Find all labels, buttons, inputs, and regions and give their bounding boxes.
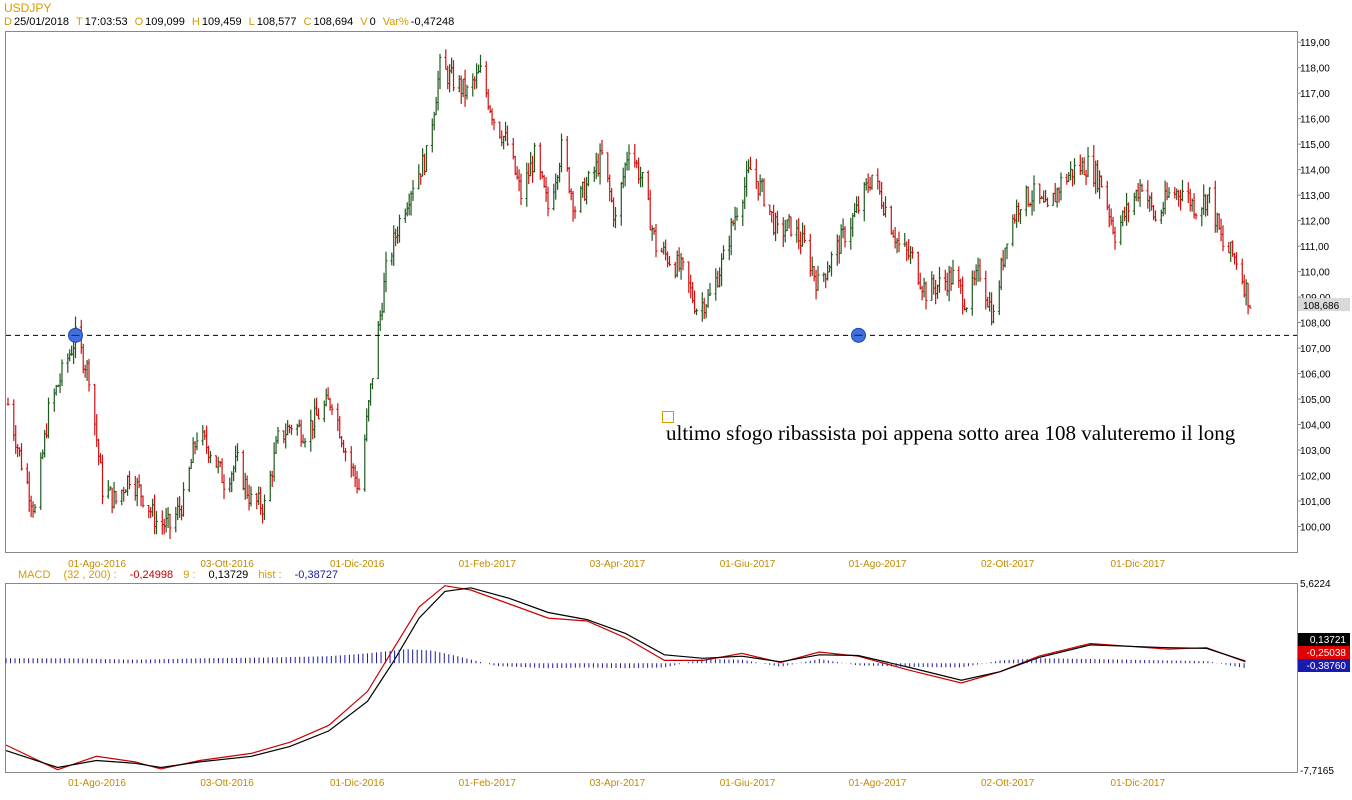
x-tick-label: 01-Dic-2017: [1111, 778, 1166, 789]
y-tick-label: 104,00: [1300, 421, 1331, 432]
ohlc-key: D: [4, 16, 12, 28]
ohlc-value: 108,694: [313, 16, 354, 28]
macd-tag: 0,13721: [1310, 635, 1347, 646]
macd-line: [5, 587, 1246, 769]
price-panel: [5, 31, 1298, 553]
ohlc-key: L: [248, 16, 255, 28]
axis-ticks: 01-Ago-2016 01-Ago-2016 03-Ott-2016 03-Ott-…: [68, 38, 1334, 789]
y-tick-label: 103,00: [1300, 446, 1331, 457]
x-tick-label: 01-Giu-2017: [720, 778, 776, 789]
y-tick-label: 115,00: [1300, 140, 1330, 151]
y-tick-label: 102,00: [1300, 472, 1331, 483]
ohlc-key: V: [360, 16, 368, 28]
macd-params: (32 , 200) :: [63, 569, 117, 581]
ohlc-value: 17:03:53: [84, 16, 128, 28]
y-tick-label: 107,00: [1300, 344, 1331, 355]
price-bars: [6, 49, 1252, 540]
ohlc-value: -0,47248: [410, 16, 455, 28]
ohlc-value: 108,577: [256, 16, 297, 28]
x-tick-label: 01-Dic-2017: [1111, 559, 1166, 570]
x-tick-label: 01-Ago-2016: [68, 778, 126, 789]
symbol-title: USDJPY: [4, 1, 52, 15]
price-tag: 108,686: [1303, 301, 1340, 312]
ohlc-key: H: [191, 16, 200, 28]
x-tick-label: 01-Feb-2017: [459, 778, 517, 789]
macd-panel: [5, 583, 1298, 773]
ohlc-key: Var%: [382, 16, 409, 28]
y-tick-label: 114,00: [1300, 166, 1330, 177]
price-tag-box: [1298, 298, 1350, 312]
value-tags: 108,686 0,13721 -0,25038 -0,38760: [1298, 298, 1350, 672]
support-markers[interactable]: [68, 327, 866, 343]
signal-value: 0,13729: [208, 569, 249, 581]
hist-label: hist :: [258, 569, 282, 581]
y-tick-label: 108,00: [1300, 319, 1331, 330]
ohlc-value: 0: [369, 16, 376, 28]
macd-tag-box: [1298, 646, 1350, 659]
ohlc-value: 109,459: [201, 16, 242, 28]
x-tick-label: 01-Ago-2017: [849, 778, 907, 789]
macd-series: [5, 585, 1246, 771]
x-tick-label: 01-Giu-2017: [720, 559, 776, 570]
x-tick-label: 01-Feb-2017: [459, 559, 517, 570]
x-tick-label: 01-Dic-2016: [330, 559, 385, 570]
macd-header: MACD (32 , 200) : -0,24998 9 : 0,13729 h…: [18, 569, 338, 581]
macd-y-label: -7,7165: [1300, 766, 1334, 777]
annotation-text[interactable]: ultimo sfogo ribassista poi appena sotto…: [666, 421, 1236, 445]
x-tick-label: 01-Dic-2016: [330, 778, 385, 789]
hist-value: -0,38727: [294, 569, 339, 581]
y-tick-label: 119,00: [1300, 38, 1330, 49]
y-tick-label: 105,00: [1300, 395, 1331, 406]
macd-line: [5, 585, 1246, 771]
macd-value: -0,24998: [129, 569, 174, 581]
macd-label: MACD: [18, 569, 51, 581]
y-tick-label: 110,00: [1300, 268, 1330, 279]
y-tick-label: 116,00: [1300, 115, 1330, 126]
x-tick-label: 03-Ott-2016: [200, 778, 254, 789]
y-tick-label: 118,00: [1300, 64, 1330, 75]
x-tick-label: 01-Ago-2017: [849, 559, 907, 570]
x-tick-label: 02-Ott-2017: [981, 778, 1035, 789]
x-tick-label: 03-Apr-2017: [590, 559, 646, 570]
y-tick-label: 112,00: [1300, 217, 1330, 228]
x-tick-label: 02-Ott-2017: [981, 559, 1035, 570]
y-tick-label: 117,00: [1300, 89, 1330, 100]
signal-label: 9 :: [183, 569, 196, 581]
y-tick-label: 111,00: [1300, 242, 1330, 253]
ohlc-header: D 25/01/2018 T 17:03:53 O 109,099 H 109,459 L 108…: [4, 16, 461, 28]
macd-y-label: 5,6224: [1300, 579, 1331, 590]
ohlc-key: T: [76, 16, 83, 28]
macd-tag: -0,25038: [1307, 648, 1347, 659]
y-tick-label: 106,00: [1300, 370, 1331, 381]
ohlc-value: 25/01/2018: [13, 16, 70, 28]
x-tick-label: 01-Ago-2016: [68, 559, 126, 570]
ohlc-value: 109,099: [145, 16, 185, 28]
y-tick-label: 101,00: [1300, 497, 1331, 508]
ohlc-key: O: [134, 16, 144, 28]
macd-tag: -0,38760: [1307, 661, 1347, 672]
x-tick-label: 03-Ott-2016: [200, 559, 254, 570]
y-tick-label: 113,00: [1300, 191, 1330, 202]
x-tick-label: 03-Apr-2017: [590, 778, 646, 789]
ohlc-key: C: [303, 16, 312, 28]
annotation-anchor[interactable]: [662, 411, 674, 423]
macd-tag-box: [1298, 633, 1350, 646]
y-tick-label: 100,00: [1300, 523, 1331, 534]
macd-tag-box: [1298, 659, 1350, 672]
